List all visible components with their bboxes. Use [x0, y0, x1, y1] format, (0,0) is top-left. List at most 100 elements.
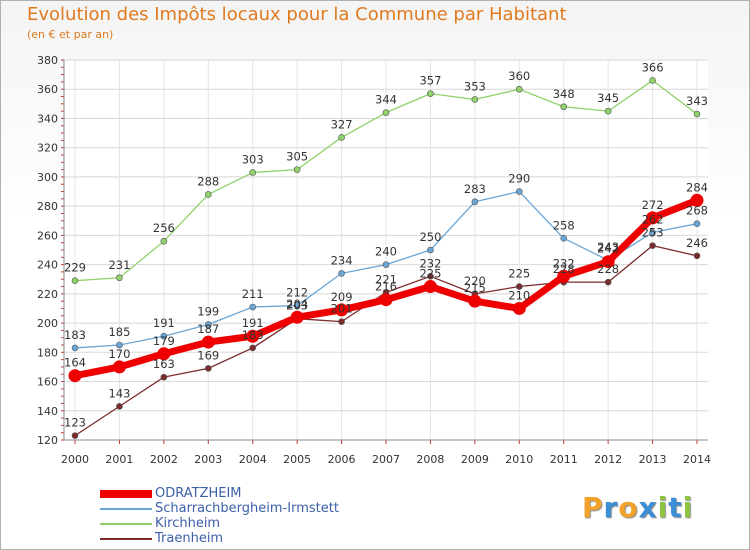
data-label: 232	[419, 256, 441, 270]
data-point	[471, 96, 479, 103]
data-label: 187	[197, 322, 219, 336]
data-label: 164	[64, 356, 86, 370]
data-point	[160, 237, 168, 245]
data-point	[335, 303, 349, 317]
data-label: 169	[197, 348, 219, 362]
data-point	[693, 220, 701, 227]
data-label: 366	[642, 60, 664, 74]
data-label: 353	[464, 79, 486, 93]
x-tick-label: 2004	[239, 453, 267, 466]
data-point	[649, 229, 656, 236]
x-tick-label: 2012	[594, 453, 622, 466]
legend-item: Traenheim	[100, 531, 339, 546]
data-point	[427, 90, 434, 97]
data-label: 228	[597, 262, 619, 276]
data-point	[116, 274, 123, 282]
x-tick-label: 2009	[461, 453, 489, 466]
data-point	[427, 273, 434, 280]
data-point	[604, 278, 612, 286]
data-label: 250	[419, 230, 441, 244]
data-label: 225	[508, 267, 530, 281]
data-point	[423, 280, 437, 294]
legend-label: Scharrachbergheim-Irmstett	[155, 501, 339, 516]
y-tick-label: 360	[37, 83, 58, 96]
data-label: 183	[242, 328, 264, 342]
data-label: 272	[642, 198, 664, 212]
data-point	[116, 403, 123, 410]
data-label: 262	[642, 212, 664, 226]
x-tick-label: 2008	[416, 453, 444, 466]
data-point	[204, 191, 212, 198]
data-label: 242	[597, 242, 619, 256]
chart-legend: ODRATZHEIM Scharrachbergheim-Irmstett Kirc…	[100, 486, 339, 546]
data-point	[157, 347, 171, 361]
data-label: 179	[153, 334, 175, 348]
data-point	[293, 166, 301, 173]
data-point	[249, 344, 257, 352]
data-point	[249, 169, 257, 176]
data-point	[382, 261, 390, 268]
data-point	[116, 341, 123, 349]
y-tick-label: 300	[37, 171, 58, 184]
data-label: 288	[197, 174, 219, 188]
data-label: 143	[108, 386, 130, 400]
legend-swatch	[100, 489, 152, 498]
x-tick-label: 2003	[194, 453, 222, 466]
data-label: 170	[108, 347, 130, 361]
y-tick-label: 120	[37, 434, 58, 447]
data-label: 357	[419, 74, 441, 88]
y-tick-label: 320	[37, 142, 58, 155]
x-tick-label: 2011	[550, 453, 578, 466]
data-point	[160, 373, 168, 381]
legend-swatch	[100, 507, 152, 510]
y-tick-label: 220	[37, 288, 58, 301]
x-tick-label: 2007	[372, 453, 400, 466]
data-point	[646, 211, 660, 225]
data-label: 203	[286, 299, 308, 313]
data-label: 231	[108, 258, 130, 272]
data-point	[160, 332, 168, 340]
data-point	[204, 365, 212, 372]
x-tick-label: 2000	[61, 453, 89, 466]
data-label: 243	[597, 240, 619, 254]
data-label: 303	[242, 153, 264, 167]
data-label: 123	[64, 416, 86, 430]
data-label: 201	[331, 302, 353, 316]
chart-title: Evolution des Impôts locaux pour la Comm…	[27, 4, 567, 25]
data-point	[649, 242, 656, 249]
legend-label: Traenheim	[155, 531, 224, 546]
data-point	[71, 432, 79, 439]
data-label: 234	[331, 253, 353, 267]
x-tick-label: 2001	[105, 453, 133, 466]
data-point	[246, 329, 260, 343]
data-label: 199	[197, 305, 219, 319]
chart-subtitle: (en € et par an)	[27, 28, 114, 41]
data-label: 348	[553, 87, 575, 101]
data-point	[515, 283, 523, 290]
data-label: 253	[642, 226, 664, 240]
data-point	[512, 301, 526, 315]
data-point	[338, 134, 345, 141]
legend-item: ODRATZHEIM	[100, 486, 339, 501]
data-label: 228	[553, 262, 575, 276]
y-tick-label: 260	[37, 229, 58, 242]
data-label: 327	[331, 117, 353, 131]
data-point	[693, 252, 701, 260]
data-point	[204, 321, 212, 328]
data-label: 212	[286, 286, 308, 300]
data-point	[293, 302, 301, 309]
data-label: 210	[508, 288, 530, 302]
data-point	[382, 109, 390, 116]
data-label: 284	[686, 180, 708, 194]
data-point	[201, 335, 215, 349]
data-label: 209	[331, 290, 353, 304]
data-label: 305	[286, 150, 308, 164]
data-label: 163	[153, 357, 175, 371]
data-point	[68, 369, 82, 383]
data-point	[112, 360, 126, 374]
data-label: 290	[508, 172, 530, 186]
x-tick-label: 2005	[283, 453, 311, 466]
data-label: 344	[375, 93, 397, 107]
data-point	[468, 294, 482, 308]
